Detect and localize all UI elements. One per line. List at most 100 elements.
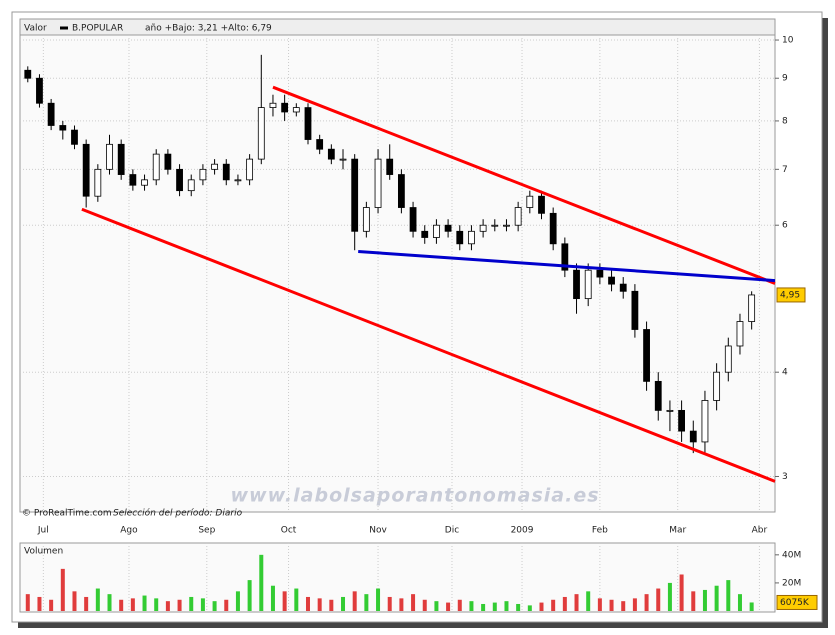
volume-bar <box>165 601 170 611</box>
volume-bar <box>679 574 684 611</box>
y-tick-label: 8 <box>782 116 788 126</box>
volume-bar <box>95 588 100 611</box>
volume-bar <box>107 594 112 611</box>
volume-bar <box>142 595 147 611</box>
candle-body <box>608 276 615 285</box>
volume-bar <box>235 591 240 611</box>
volume-bar <box>586 591 591 611</box>
candle-body <box>701 400 709 443</box>
trendline <box>81 207 776 483</box>
volume-bar <box>37 596 42 611</box>
volume-bar <box>516 603 521 611</box>
volume-bar <box>352 591 357 611</box>
volume-bar <box>60 568 65 611</box>
volume-bar <box>574 594 579 611</box>
volume-bar <box>25 594 30 611</box>
candle-body <box>386 158 394 175</box>
volume-bar <box>130 598 135 611</box>
volume-bar <box>84 596 89 611</box>
volume-bar <box>364 594 369 611</box>
candle-body <box>164 153 172 170</box>
candle-body <box>327 148 335 160</box>
candle-body <box>94 168 102 197</box>
candle-body <box>304 107 312 140</box>
candle-body <box>47 102 55 126</box>
volume-bar <box>224 599 229 611</box>
candle-body <box>584 269 592 300</box>
candle-body <box>724 345 732 373</box>
candle-body <box>596 269 604 278</box>
legend-stats: año +Bajo: 3,21 +Alto: 6,79 <box>145 24 272 34</box>
volume-bar <box>294 588 299 611</box>
volume-bar <box>714 585 719 611</box>
candle-body <box>187 179 195 192</box>
candle-body <box>619 283 627 292</box>
candle-body <box>397 174 405 208</box>
candle-body <box>444 224 452 232</box>
candle-body <box>71 129 78 145</box>
candle-body <box>36 77 43 104</box>
candle-body <box>59 125 67 131</box>
candle-body <box>234 179 242 182</box>
candle-body <box>573 269 580 300</box>
x-tick-label: Dic <box>445 526 459 536</box>
candle-body <box>713 371 721 401</box>
candle-body <box>222 163 230 181</box>
volume-bar <box>492 602 497 611</box>
candle-body <box>631 290 639 330</box>
volume-bar <box>539 602 544 611</box>
period: Selección del período: Diario <box>113 508 243 519</box>
candle-body <box>152 153 160 181</box>
candle-body <box>643 329 650 382</box>
volume-bar <box>305 596 310 611</box>
volume-bar <box>504 601 509 611</box>
candle-body <box>561 243 569 271</box>
volume-bar <box>154 598 159 611</box>
volume-bar <box>422 599 427 611</box>
volume-bar <box>702 589 707 611</box>
candle-body <box>736 321 744 347</box>
volume-bar <box>270 585 275 611</box>
candle-body <box>246 158 254 181</box>
candle-body <box>456 230 464 245</box>
candle-body <box>269 102 277 108</box>
last-price-badge <box>776 287 806 303</box>
volume-bar <box>656 588 661 611</box>
credit: © ProRealTime.com <box>22 509 112 519</box>
x-tick-label: Jul <box>37 526 49 536</box>
volume-bar <box>644 594 649 611</box>
last-price-label: 4,95 <box>780 290 800 300</box>
legend-bar <box>19 18 776 36</box>
volume-bar <box>597 598 602 611</box>
x-tick-label: Ago <box>120 526 138 536</box>
trendline <box>358 250 776 283</box>
candle-body <box>106 143 113 170</box>
y-tick-label: 6 <box>782 221 788 231</box>
candle-body <box>199 168 207 181</box>
candle-body <box>654 380 662 411</box>
volume-bar <box>609 599 614 611</box>
legend-series: B.POPULAR <box>72 24 123 34</box>
volume-bar <box>632 598 637 611</box>
candle-body <box>24 69 32 79</box>
volume-bar <box>691 591 696 611</box>
y-tick-label: 10 <box>782 36 794 46</box>
candle-body <box>117 143 125 175</box>
volume-tick-label: 40M <box>782 550 801 560</box>
volume-bar <box>481 603 486 611</box>
candle-body <box>503 224 510 227</box>
candle-body <box>468 230 475 245</box>
candle-body <box>479 224 487 232</box>
volume-bar <box>200 598 205 611</box>
volume-bar <box>551 599 556 611</box>
volume-bar <box>376 588 381 611</box>
candle-body <box>748 294 756 322</box>
candle-body <box>409 207 417 232</box>
y-tick-label: 7 <box>782 165 788 175</box>
volume-bar <box>49 599 54 611</box>
last-volume-badge <box>776 594 818 610</box>
volume-bar <box>411 594 416 611</box>
volume-bar <box>119 599 124 611</box>
y-tick-label: 4 <box>782 368 788 378</box>
